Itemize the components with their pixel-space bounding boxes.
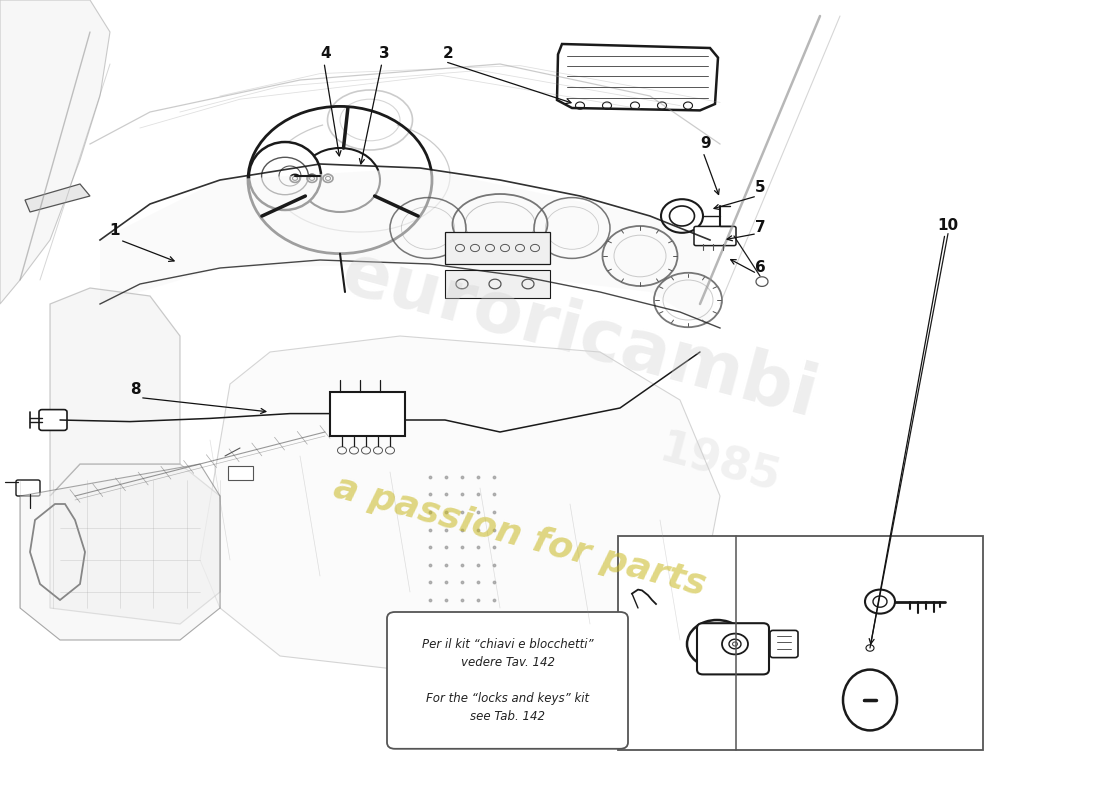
Text: 8: 8 [130, 382, 141, 397]
Text: 4: 4 [321, 46, 331, 61]
Text: 1985: 1985 [654, 427, 785, 501]
Text: 10: 10 [937, 218, 958, 233]
FancyBboxPatch shape [694, 226, 736, 246]
FancyBboxPatch shape [618, 536, 983, 750]
Polygon shape [20, 464, 220, 640]
Text: 7: 7 [755, 221, 766, 235]
Polygon shape [100, 168, 710, 328]
Text: 1: 1 [110, 223, 120, 238]
Ellipse shape [249, 142, 321, 210]
Text: Per il kit “chiavi e blocchetti”
vedere Tav. 142

For the “locks and keys” kit
s: Per il kit “chiavi e blocchetti” vedere … [421, 638, 593, 723]
Text: a passion for parts: a passion for parts [330, 470, 710, 602]
FancyBboxPatch shape [446, 270, 550, 298]
Polygon shape [50, 288, 180, 496]
FancyBboxPatch shape [330, 392, 405, 436]
FancyBboxPatch shape [446, 232, 550, 264]
Text: euroricambi: euroricambi [334, 239, 825, 433]
FancyBboxPatch shape [387, 612, 628, 749]
FancyBboxPatch shape [697, 623, 769, 674]
Polygon shape [50, 464, 220, 624]
Polygon shape [0, 0, 110, 304]
FancyBboxPatch shape [228, 466, 253, 480]
Polygon shape [557, 44, 718, 110]
Text: 2: 2 [442, 46, 453, 61]
FancyBboxPatch shape [16, 480, 40, 496]
Ellipse shape [843, 670, 896, 730]
Polygon shape [25, 184, 90, 212]
Text: 9: 9 [701, 137, 712, 151]
Text: 3: 3 [378, 46, 389, 61]
Polygon shape [200, 336, 720, 672]
FancyBboxPatch shape [39, 410, 67, 430]
Text: 5: 5 [755, 181, 766, 195]
FancyBboxPatch shape [770, 630, 798, 658]
Text: 6: 6 [755, 261, 766, 275]
